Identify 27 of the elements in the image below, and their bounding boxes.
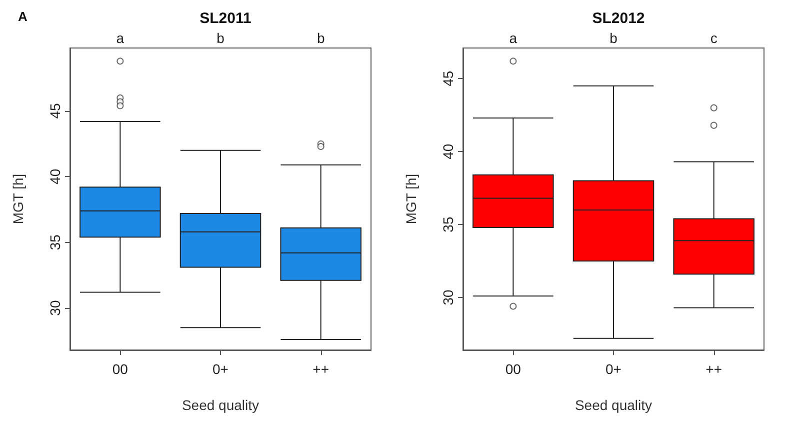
y-tick-label: 35: [47, 234, 63, 250]
x-tick-label: 0+: [212, 361, 228, 377]
text: a: [509, 30, 518, 46]
x-tick-label: ++: [312, 361, 330, 377]
y-tick-label: 35: [440, 216, 456, 232]
x-axis-title: Seed quality: [182, 397, 260, 413]
y-tick-label: 45: [440, 70, 456, 86]
chart-title: SL2012: [592, 10, 645, 27]
x-axis-title: Seed quality: [574, 397, 652, 413]
x-tick-label: ++: [706, 361, 722, 377]
x-tick-label: 00: [112, 361, 128, 377]
y-tick-label: 30: [47, 300, 63, 316]
y-axis-title: MGT [h]: [403, 174, 419, 224]
y-tick-label: 30: [440, 289, 456, 306]
y-tick-label: 45: [47, 103, 63, 119]
text: b: [316, 30, 325, 46]
text: c: [710, 30, 718, 46]
text: b: [610, 30, 618, 46]
text: a: [116, 30, 124, 46]
chart-title: SL2011: [200, 10, 252, 27]
text: b: [216, 30, 225, 46]
y-tick-label: 40: [47, 168, 63, 184]
y-axis-title: MGT [h]: [10, 174, 26, 224]
y-tick-label: 40: [440, 144, 456, 160]
x-tick-label: 00: [505, 361, 522, 377]
x-tick-label: 0+: [606, 361, 622, 377]
text: A: [18, 9, 28, 24]
